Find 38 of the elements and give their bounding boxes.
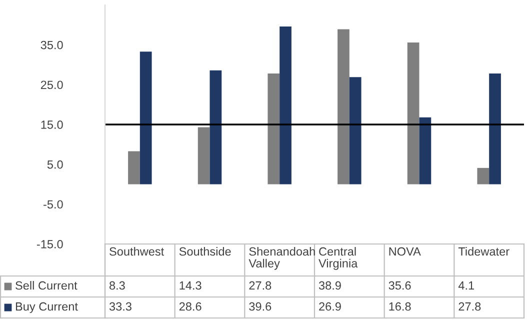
bar: [280, 26, 292, 184]
bar: [477, 168, 490, 184]
y-tick-label: -15.0: [36, 240, 63, 248]
y-tick-label: 15.0: [41, 120, 63, 129]
bar: [128, 151, 140, 184]
data-label: 35.6: [388, 281, 411, 290]
bar: [210, 70, 222, 184]
data-label: 39.6: [249, 302, 272, 311]
data-label: 4.1: [458, 281, 474, 290]
bar: [268, 74, 280, 184]
y-tick-label: 35.0: [40, 40, 63, 50]
bar: [407, 42, 420, 184]
data-label: 27.8: [458, 302, 481, 311]
legend-label: Buy Current: [16, 302, 78, 314]
data-label: 27.8: [249, 281, 272, 290]
legend-label: Sell Current: [16, 280, 78, 290]
data-label: 38.9: [318, 281, 341, 290]
bar: [198, 127, 210, 184]
data-label: 14.3: [180, 281, 202, 290]
data-label: 8.3: [110, 281, 125, 290]
x-tick-label: Tidewater: [458, 247, 510, 256]
x-tick-label: NOVA: [389, 247, 421, 256]
data-label: 16.8: [389, 302, 411, 311]
bar: [338, 29, 350, 184]
y-tick-label: 25.0: [40, 80, 63, 90]
data-label: 26.9: [319, 302, 341, 311]
x-tick-label: Southside: [179, 247, 231, 256]
bar: [140, 52, 152, 184]
y-tick-label: 5.0: [47, 160, 63, 169]
x-tick-label: Shenandoah Valley: [248, 247, 315, 270]
data-label: 33.3: [109, 302, 132, 311]
bar: [349, 77, 362, 184]
bar: [489, 74, 501, 184]
x-tick-label: Southwest: [110, 247, 164, 256]
y-tick-label: -5.0: [44, 200, 63, 209]
bar: [419, 117, 432, 184]
data-label: 28.6: [179, 302, 202, 311]
x-tick-label: Central Virginia: [318, 247, 358, 270]
